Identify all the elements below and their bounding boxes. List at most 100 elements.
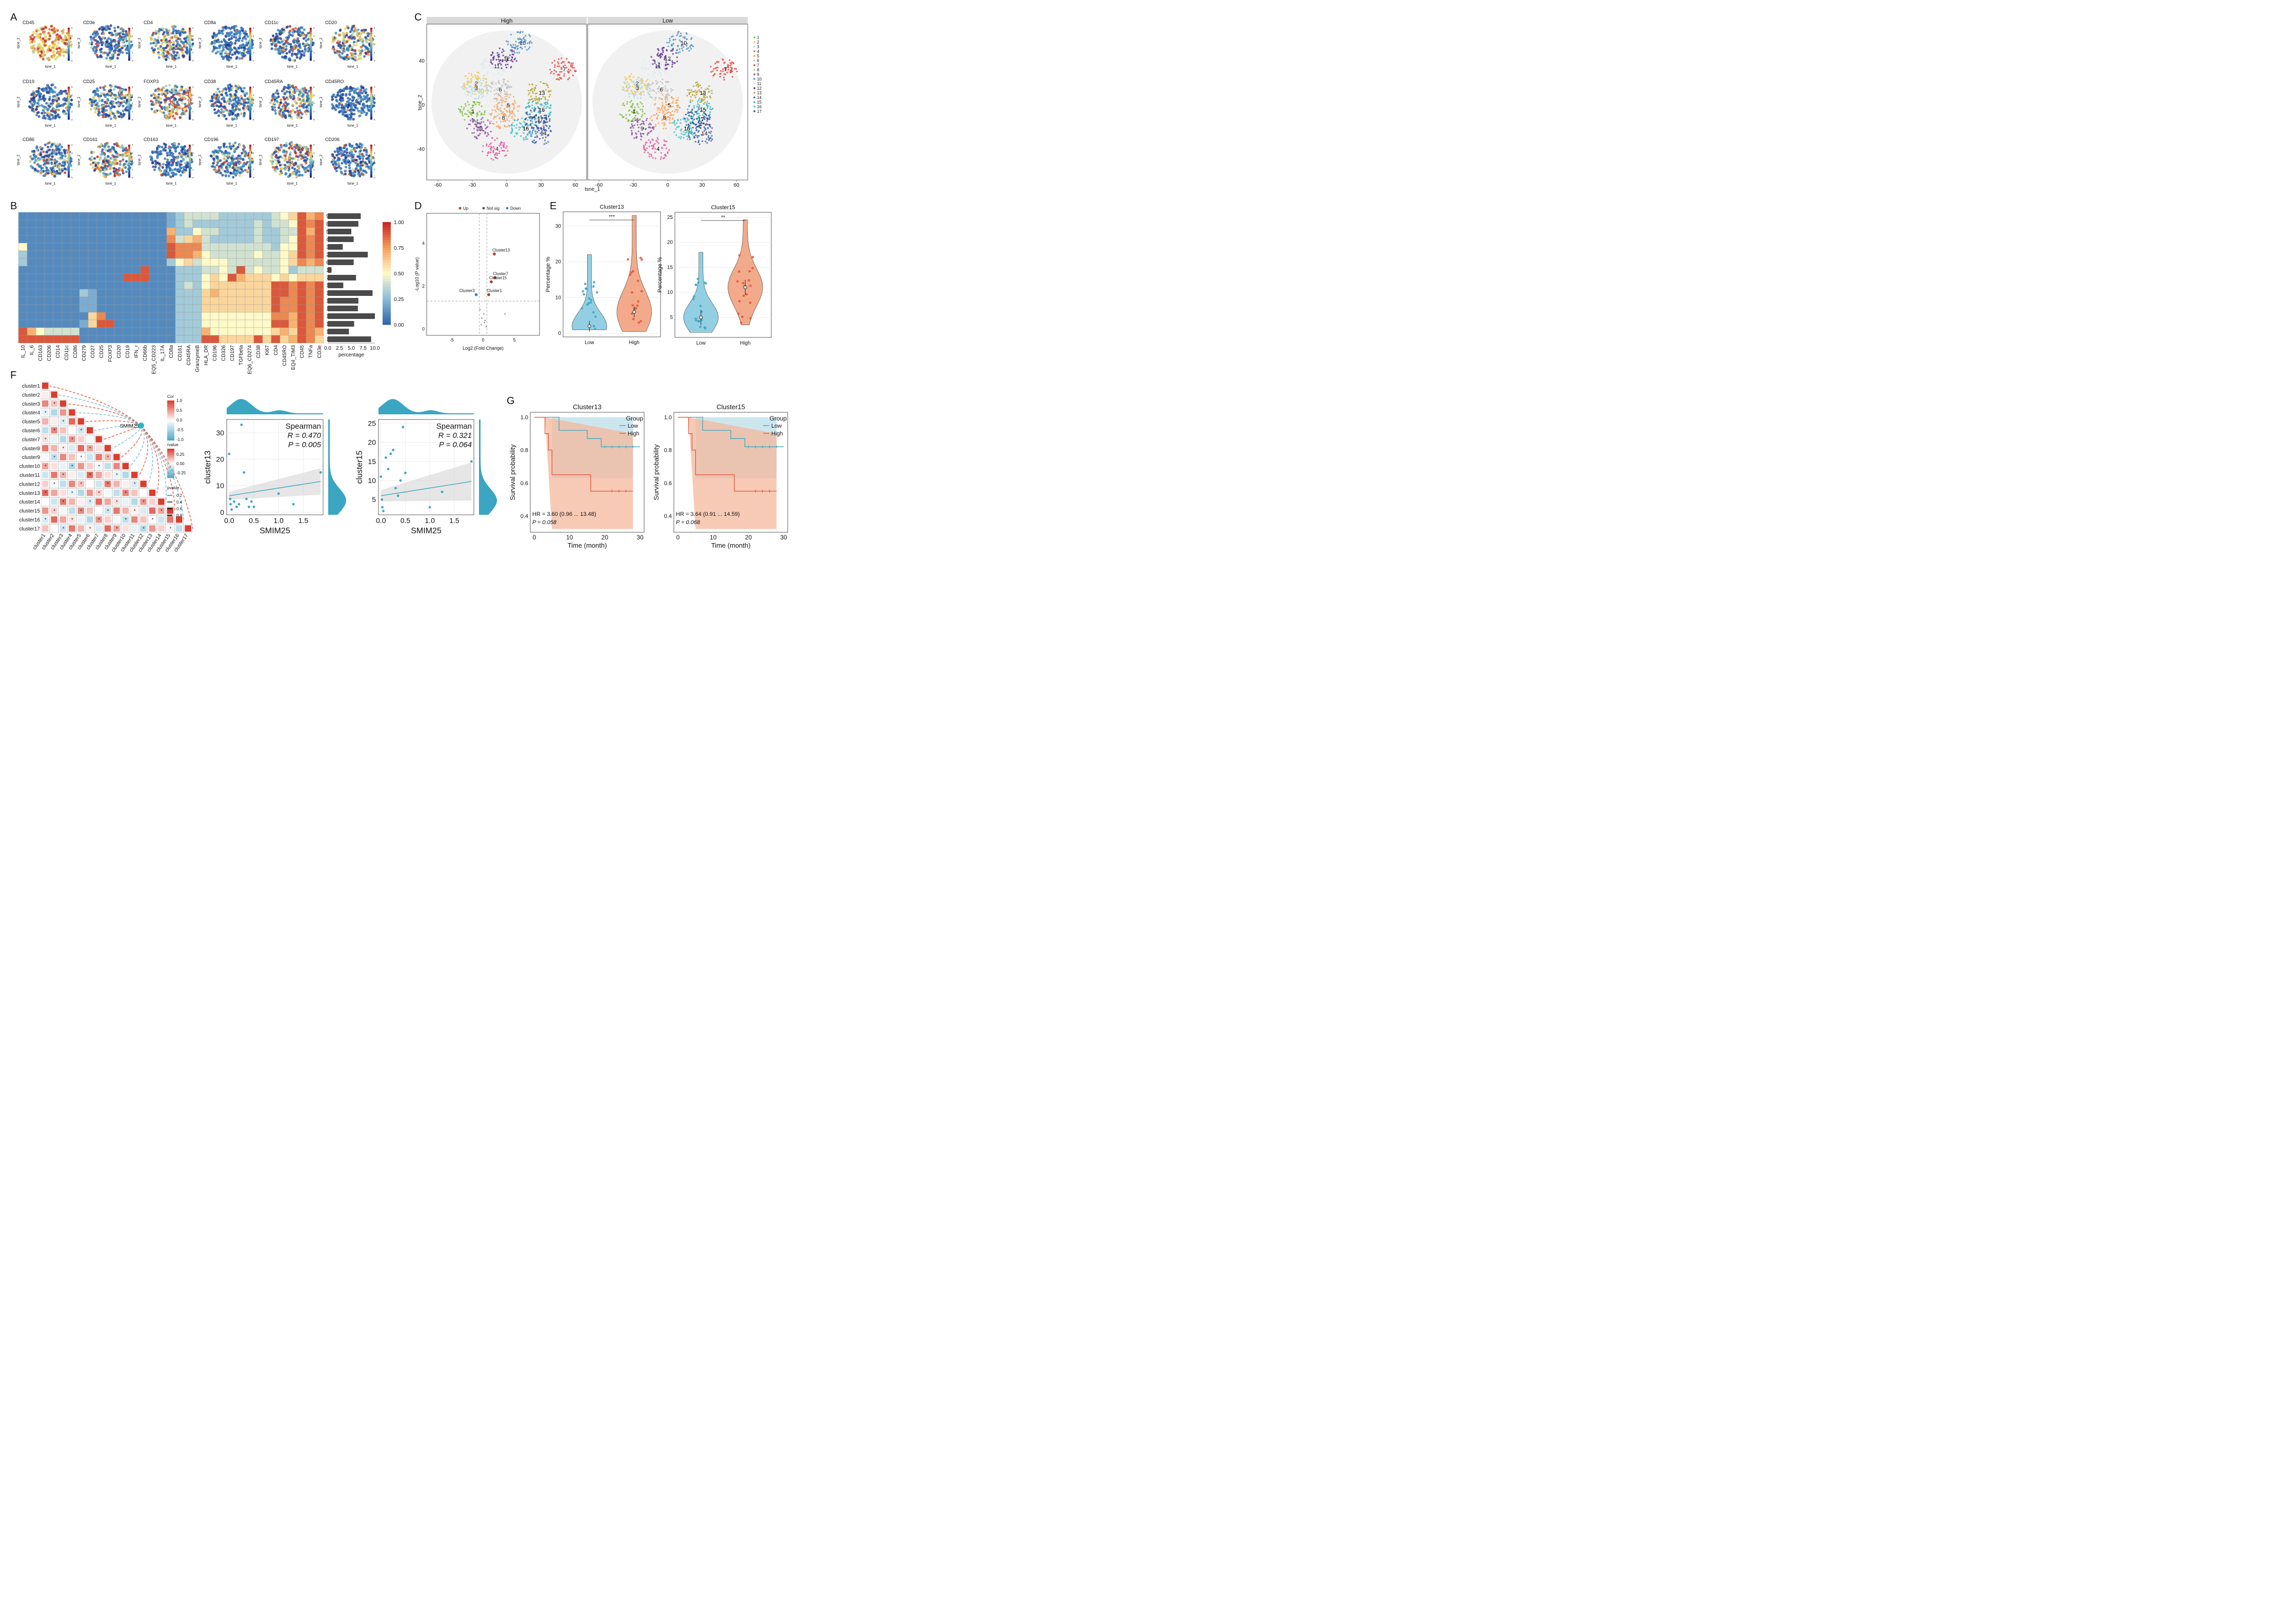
colorbar-segment bbox=[189, 44, 191, 47]
heatmap-cell bbox=[114, 235, 124, 244]
heatmap-cell bbox=[192, 327, 202, 336]
tsne-point bbox=[356, 31, 359, 34]
heatmap-cell bbox=[218, 219, 228, 228]
tsne-point bbox=[245, 41, 248, 44]
tsne-point bbox=[117, 53, 121, 56]
colorbar-segment bbox=[310, 58, 312, 61]
heatmap-cell bbox=[279, 235, 289, 244]
tsne-point bbox=[362, 173, 365, 176]
tsne-point bbox=[298, 173, 302, 176]
heatmap-cell bbox=[253, 296, 263, 305]
tsne-point bbox=[101, 99, 104, 103]
tsne-point bbox=[225, 45, 228, 48]
colorbar-segment bbox=[68, 50, 70, 53]
tsne-point bbox=[243, 104, 246, 107]
heatmap-cell bbox=[114, 312, 124, 320]
tsne-point bbox=[52, 149, 55, 152]
tsne-point bbox=[352, 117, 355, 121]
colorbar-segment bbox=[128, 87, 130, 89]
marker-title: CD45RA bbox=[265, 79, 283, 84]
tsne-point bbox=[149, 36, 152, 39]
heatmap-cell bbox=[157, 243, 167, 251]
colorbar-segment bbox=[249, 42, 251, 45]
tsne-point bbox=[150, 157, 154, 161]
heatmap-cell bbox=[131, 296, 141, 305]
colorbar-segment bbox=[249, 171, 251, 174]
heatmap-cell bbox=[131, 319, 141, 328]
tsne-point bbox=[235, 50, 238, 53]
colorbar-segment bbox=[310, 111, 312, 114]
heatmap-cell bbox=[96, 312, 106, 320]
colorbar-segment bbox=[310, 99, 312, 102]
colorbar-tick: 0 bbox=[192, 59, 194, 62]
tsne-point bbox=[227, 43, 230, 46]
colorbar-segment bbox=[68, 87, 70, 89]
tsne-point bbox=[278, 32, 281, 35]
colorbar-segment bbox=[189, 157, 191, 159]
tsne-point bbox=[366, 107, 369, 110]
tsne-point bbox=[43, 156, 46, 159]
colorbar-segment bbox=[128, 28, 130, 30]
tsne-point bbox=[101, 28, 104, 31]
colorbar-tick: 0 bbox=[71, 118, 73, 121]
heatmap-cell bbox=[227, 289, 237, 297]
heatmap-cell bbox=[288, 304, 298, 313]
tsne-point bbox=[304, 49, 307, 53]
heatmap-cell bbox=[114, 273, 124, 282]
heatmap-cell bbox=[314, 219, 324, 228]
tsne-point bbox=[341, 162, 344, 165]
tsne-point bbox=[307, 38, 310, 41]
colorbar-segment bbox=[128, 50, 130, 53]
tsne-point bbox=[348, 35, 351, 38]
tsne-point bbox=[125, 30, 128, 33]
tsne-point bbox=[295, 30, 299, 33]
tsne-point bbox=[119, 113, 123, 116]
colorbar-segment bbox=[189, 34, 191, 36]
tsne-point bbox=[149, 155, 152, 158]
heatmap-cell bbox=[184, 212, 193, 220]
tsne-point bbox=[118, 160, 122, 163]
heatmap-cell bbox=[279, 273, 289, 282]
tsne-point bbox=[169, 152, 172, 155]
tsne-point bbox=[226, 34, 230, 37]
tsne-point bbox=[348, 164, 351, 167]
heatmap-cell bbox=[271, 281, 281, 290]
colorbar-tick: 2 bbox=[192, 160, 194, 163]
tsne-point bbox=[288, 50, 291, 53]
heatmap-cell bbox=[236, 258, 246, 267]
tsne-point bbox=[174, 173, 177, 176]
heatmap-cell bbox=[245, 227, 254, 236]
tsne-point bbox=[56, 113, 59, 116]
tsne-point bbox=[246, 161, 249, 164]
colorbar-segment bbox=[370, 34, 372, 36]
tsne-point bbox=[34, 168, 37, 172]
colorbar-segment bbox=[68, 169, 70, 172]
tsne-point bbox=[336, 52, 340, 55]
tsne-point bbox=[238, 34, 241, 37]
tsne-point bbox=[99, 156, 102, 159]
tsne-point bbox=[348, 155, 351, 158]
colorbar-tick: 0 bbox=[132, 176, 133, 179]
tsne-point bbox=[271, 108, 274, 111]
tsne-point bbox=[58, 92, 61, 96]
axis-xlabel: tsne_1 bbox=[45, 124, 55, 128]
tsne-point bbox=[293, 150, 297, 154]
heatmap-cell bbox=[271, 304, 281, 313]
tsne-point bbox=[102, 36, 105, 39]
heatmap-cell bbox=[131, 312, 141, 320]
tsne-point bbox=[339, 96, 342, 99]
colorbar-segment bbox=[128, 173, 130, 176]
heatmap-cell bbox=[44, 258, 54, 267]
panel-b: 9854326107171514161131211IL_10IL_6CD163C… bbox=[18, 212, 404, 374]
heatmap-cell bbox=[184, 296, 193, 305]
tsne-point bbox=[234, 85, 237, 88]
tsne-point bbox=[220, 108, 223, 111]
colorbar-segment bbox=[68, 40, 70, 43]
heatmap-cell bbox=[62, 219, 71, 228]
tsne-point bbox=[372, 97, 376, 100]
tsne-point bbox=[109, 107, 112, 110]
heatmap-cell bbox=[166, 219, 176, 228]
axis-ylabel: tsne_2 bbox=[138, 37, 142, 48]
tsne-point bbox=[99, 113, 102, 116]
